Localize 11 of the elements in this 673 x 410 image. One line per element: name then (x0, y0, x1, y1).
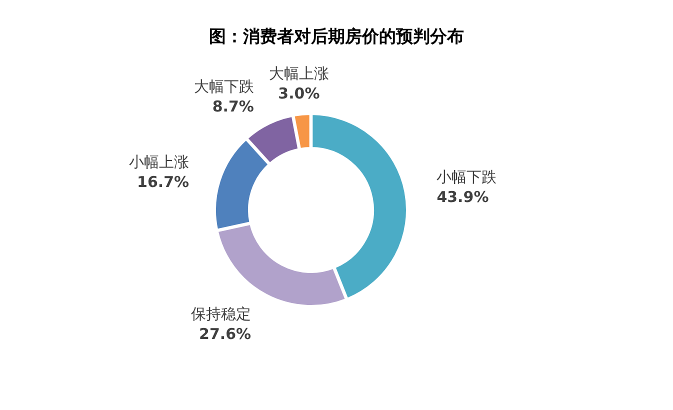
slice-label: 小幅上涨 (129, 152, 190, 171)
data-label: 43.9% (436, 188, 489, 206)
data-label: 16.7% (137, 172, 190, 191)
data-label: 3.0% (278, 84, 320, 103)
chart-title: 图：消费者对后期房价的预判分布 (209, 27, 464, 47)
slice-label: 小幅下跌 (436, 168, 497, 186)
data-label: 27.6% (199, 325, 252, 344)
slice-label: 大幅上涨 (268, 64, 329, 83)
data-label: 8.7% (212, 97, 254, 116)
slice-label: 大幅下跌 (194, 77, 254, 96)
slice-label: 保持稳定 (191, 305, 252, 324)
